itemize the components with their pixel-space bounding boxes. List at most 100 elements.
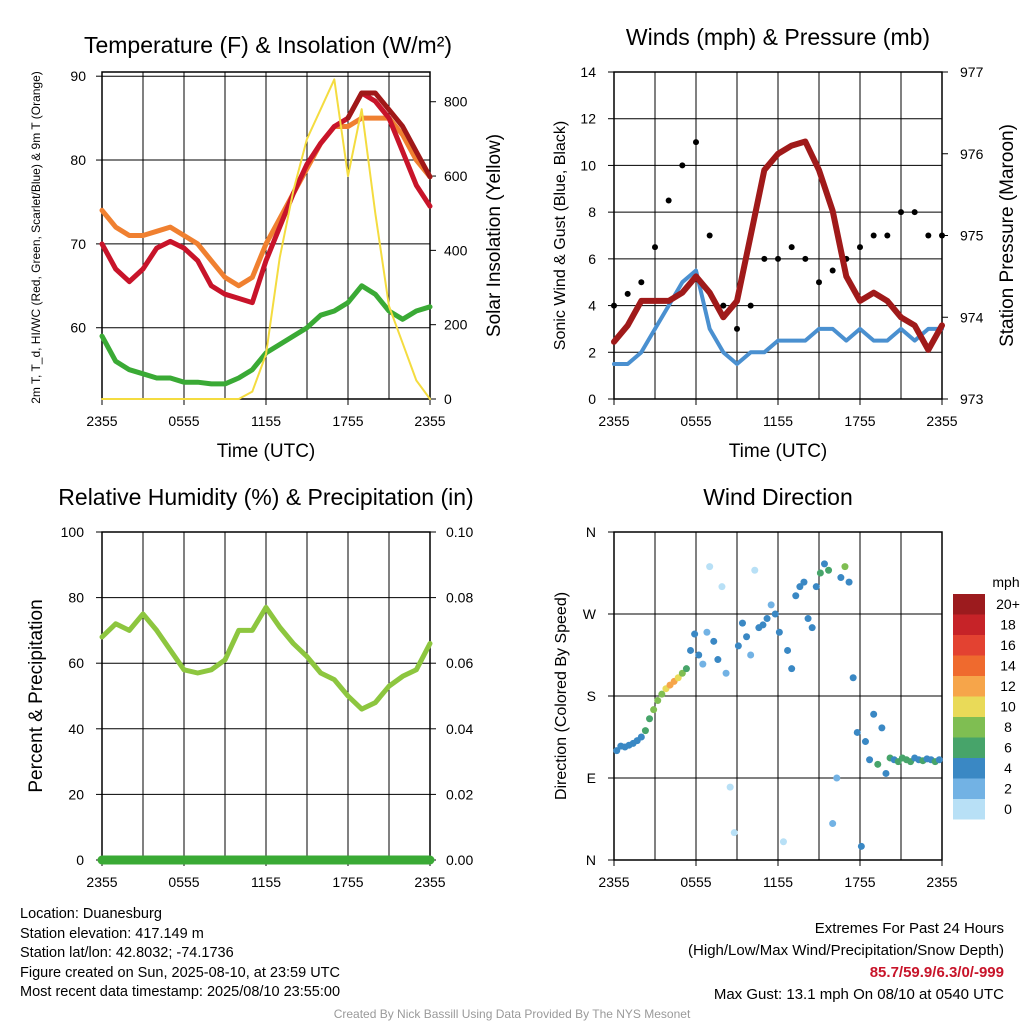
x-tick-label: 2355 <box>926 413 957 429</box>
y2-tick-label: 400 <box>444 242 468 258</box>
y-tick-label: N <box>586 524 596 540</box>
direction-point <box>759 621 767 629</box>
y-tick-label: 6 <box>588 251 596 267</box>
colorbar-swatch <box>953 778 985 799</box>
series-gust-point <box>925 232 932 239</box>
direction-point <box>796 583 804 591</box>
direction-point <box>650 706 658 714</box>
series-gust-point <box>829 267 836 274</box>
y-tick-label: S <box>587 688 596 704</box>
direction-point <box>935 756 943 764</box>
y2-tick-label: 800 <box>444 94 468 110</box>
recent-data-label: Most recent data timestamp: 2025/08/10 2… <box>20 984 341 1000</box>
direction-point <box>808 624 816 632</box>
y2-tick-label: 974 <box>960 309 984 325</box>
series-gust-point <box>816 279 822 286</box>
series-line-hi-wc <box>345 90 433 180</box>
colorbar-swatch <box>953 614 985 635</box>
direction-point <box>722 669 730 677</box>
y2-tick-label: 200 <box>444 317 468 333</box>
direction-point <box>743 633 751 641</box>
series-gust-point <box>775 255 781 262</box>
y2-tick-label: 977 <box>960 64 984 80</box>
colorbar-swatch <box>953 799 985 820</box>
direction-point <box>853 728 861 736</box>
station-info: Location: Duanesburg Station elevation: … <box>20 905 340 1003</box>
direction-point <box>682 665 690 673</box>
series-gust-point <box>911 209 918 216</box>
series-gust-point <box>857 244 863 251</box>
series-gust-point <box>679 162 686 169</box>
x-tick-label: 1155 <box>763 413 793 429</box>
extremes-block: Extremes For Past 24 Hours (High/Low/Max… <box>688 918 1004 1006</box>
series-gust-point <box>734 325 740 332</box>
direction-point <box>866 756 874 764</box>
x-tick-label: 2355 <box>598 413 629 429</box>
series-gust-point <box>611 302 617 309</box>
y-tick-label: 80 <box>70 152 86 168</box>
colorbar-label: 14 <box>1000 658 1016 674</box>
colorbar-label: 2 <box>1004 781 1012 797</box>
colorbar-label: 12 <box>1000 678 1016 694</box>
series-gust-point <box>693 139 699 146</box>
series-gust-point <box>665 197 672 204</box>
x-tick-label: 2355 <box>414 874 445 890</box>
colorbar-swatch <box>953 676 985 697</box>
series-gust-point <box>638 279 645 286</box>
direction-point <box>687 646 695 654</box>
direction-point <box>882 769 890 777</box>
series-line-2m-t <box>99 90 433 306</box>
direction-point <box>816 569 824 577</box>
y-tick-label: 90 <box>70 68 86 84</box>
y2-axis-label: Solar Insolation (Yellow) <box>484 134 505 337</box>
direction-point <box>775 628 783 636</box>
direction-point <box>841 563 849 571</box>
direction-point <box>734 642 742 650</box>
y2-tick-label: 0.10 <box>446 524 473 540</box>
y2-tick-label: 0.00 <box>446 852 473 868</box>
created-label: Figure created on Sun, 2025-08-10, at 23… <box>20 964 340 981</box>
direction-point <box>730 829 738 837</box>
y-tick-label: W <box>583 606 597 622</box>
direction-point <box>874 760 882 768</box>
series-gust-point <box>706 232 713 239</box>
x-tick-label: 1755 <box>844 874 875 890</box>
x-tick-label: 1755 <box>844 413 875 429</box>
y-tick-label: 10 <box>580 157 596 173</box>
colorbar-swatch <box>953 635 985 656</box>
colorbar-swatch <box>953 594 985 615</box>
y-tick-label: E <box>587 770 596 786</box>
extremes-values: 85.7/59.9/6.3/0/-999 <box>869 964 1004 981</box>
direction-point <box>767 601 775 609</box>
max-gust-label: Max Gust: 13.1 mph On 08/10 at 0540 UTC <box>713 986 1004 1003</box>
series-gust-point <box>884 232 891 239</box>
y-axis-label: 2m T, T_d, HI/WC (Red, Green, Scarlet/Bl… <box>29 71 43 404</box>
colorbar-swatch <box>953 696 985 717</box>
x-tick-label: 0555 <box>168 413 199 429</box>
y-tick-label: 8 <box>588 204 596 220</box>
y2-tick-label: 975 <box>960 228 984 244</box>
chart-title: Temperature (F) & Insolation (W/m²) <box>84 32 452 58</box>
extremes-subtitle: (High/Low/Max Wind/Precipitation/Snow De… <box>688 942 1004 959</box>
direction-point <box>747 651 755 659</box>
series-gust-point <box>788 244 795 251</box>
y-tick-label: 14 <box>580 64 596 80</box>
chart-title: Wind Direction <box>703 484 853 510</box>
series-gust-point <box>747 302 754 309</box>
extremes-title: Extremes For Past 24 Hours <box>814 920 1004 937</box>
y-tick-label: 80 <box>68 590 84 606</box>
y-tick-label: 100 <box>61 524 85 540</box>
colorbar-label: 10 <box>1000 699 1016 715</box>
direction-point <box>779 838 787 846</box>
direction-point <box>825 566 833 574</box>
chart-title: Winds (mph) & Pressure (mb) <box>626 24 930 50</box>
series-gust-point <box>624 290 631 297</box>
direction-point <box>678 669 686 677</box>
direction-point <box>706 563 714 571</box>
series-gust-point <box>870 232 877 239</box>
x-tick-label: 1155 <box>763 874 793 890</box>
colorbar-label: 0 <box>1004 801 1012 817</box>
x-tick-label: 1755 <box>332 413 363 429</box>
direction-point <box>800 578 808 586</box>
